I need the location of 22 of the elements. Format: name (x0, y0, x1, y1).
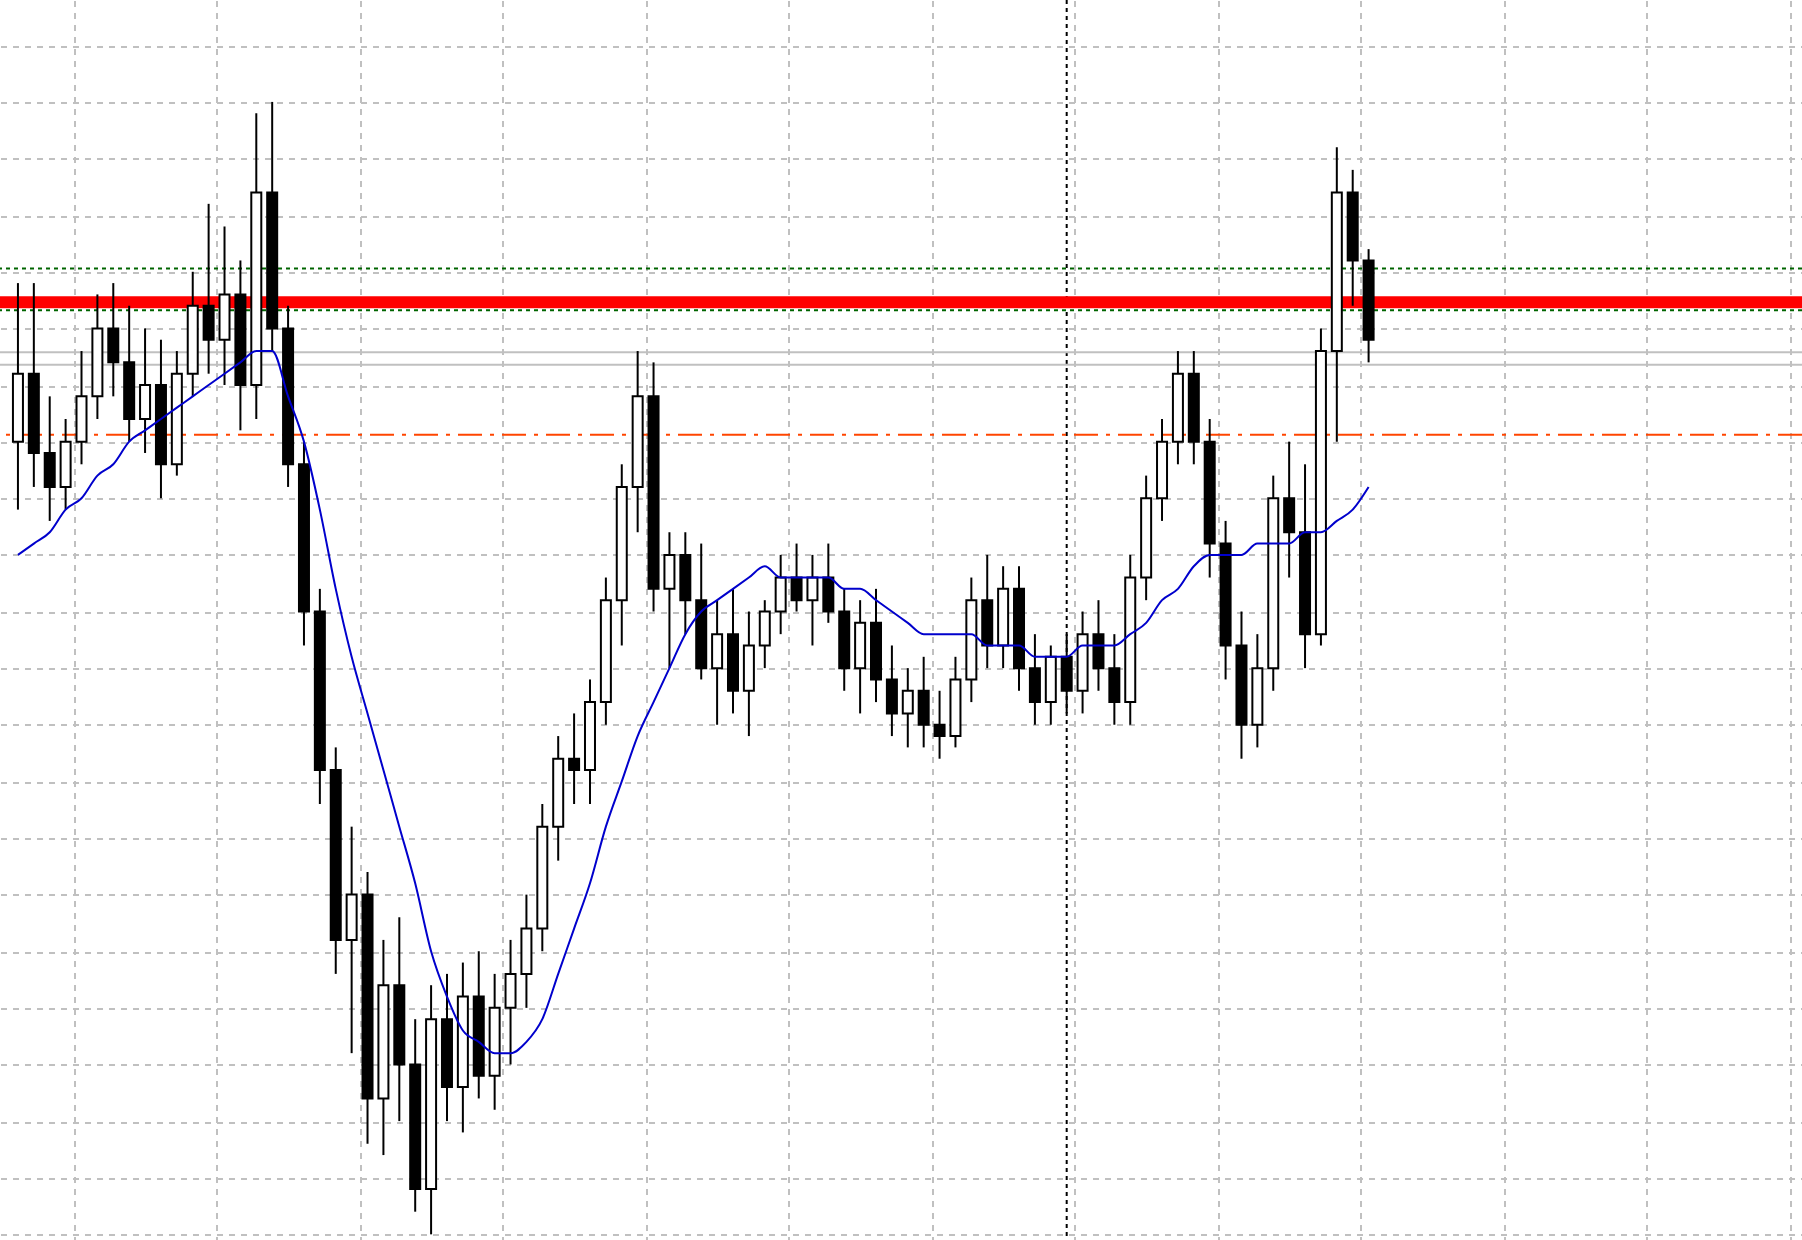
candlestick (901, 667, 914, 749)
candlestick (59, 418, 72, 511)
candlestick (1108, 633, 1121, 726)
candlestick (107, 282, 120, 398)
candlestick (711, 599, 724, 726)
candlestick (822, 542, 835, 624)
candlestick (854, 599, 867, 715)
candlestick (1283, 440, 1296, 579)
candlestick (774, 553, 787, 636)
candlestick (917, 655, 930, 749)
candlestick (1044, 644, 1057, 726)
candlestick (1028, 633, 1041, 726)
candlestick (758, 599, 771, 670)
candlestick (345, 825, 358, 1055)
candlestick (885, 644, 898, 738)
candlestick (568, 712, 581, 806)
candlestick (43, 395, 56, 522)
candlestick (202, 202, 215, 375)
candlestick (679, 531, 692, 636)
candlestick (981, 553, 994, 670)
candlestick (742, 610, 755, 738)
candlestick (139, 327, 152, 454)
